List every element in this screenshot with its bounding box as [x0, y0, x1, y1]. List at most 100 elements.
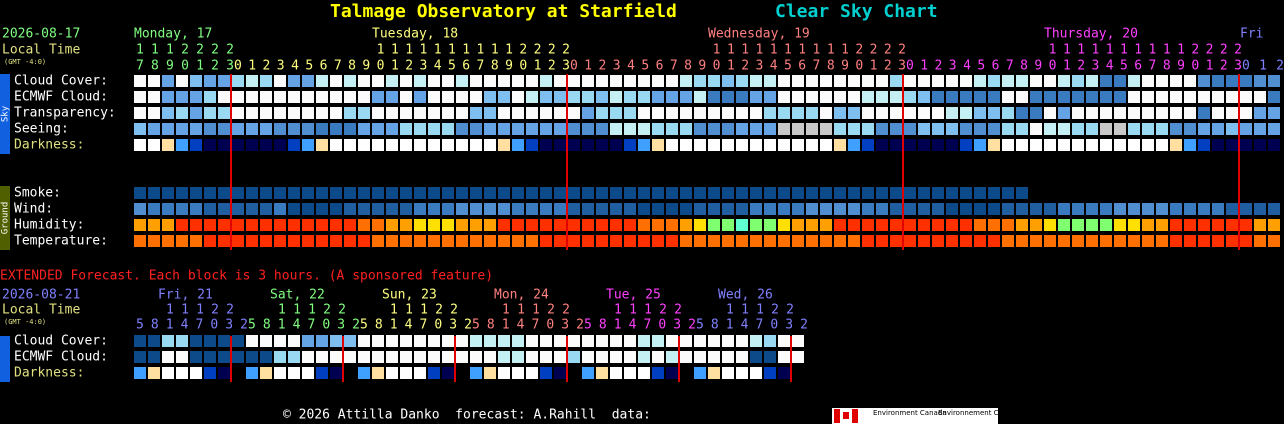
forecast-block — [876, 203, 888, 215]
forecast-block — [246, 235, 258, 247]
forecast-block — [316, 235, 328, 247]
forecast-block — [148, 335, 160, 347]
forecast-block — [246, 107, 258, 119]
hour-digits: 012345678901234567890123 — [234, 59, 570, 74]
forecast-block — [806, 75, 818, 87]
forecast-block — [820, 235, 832, 247]
forecast-block — [330, 187, 342, 199]
forecast-block — [512, 335, 524, 347]
forecast-block — [1128, 139, 1140, 151]
forecast-block — [1170, 139, 1182, 151]
forecast-block — [820, 91, 832, 103]
forecast-block — [456, 123, 468, 135]
forecast-block — [1212, 75, 1224, 87]
forecast-block — [568, 75, 580, 87]
forecast-block — [316, 335, 328, 347]
forecast-block — [372, 351, 384, 363]
day-label: Fri, 21 — [158, 288, 213, 303]
forecast-block — [750, 335, 762, 347]
forecast-block — [1268, 219, 1280, 231]
forecast-block — [1184, 203, 1196, 215]
forecast-block — [680, 235, 692, 247]
forecast-block — [442, 75, 454, 87]
forecast-block — [1016, 219, 1028, 231]
forecast-block — [386, 335, 398, 347]
forecast-block — [1142, 235, 1154, 247]
forecast-block — [190, 235, 202, 247]
forecast-block — [554, 203, 566, 215]
row-label: Temperature: — [14, 234, 108, 249]
forecast-block — [1198, 219, 1210, 231]
forecast-block — [484, 107, 496, 119]
forecast-block — [470, 219, 482, 231]
forecast-block — [148, 139, 160, 151]
forecast-block — [372, 335, 384, 347]
forecast-block — [386, 75, 398, 87]
forecast-block — [428, 235, 440, 247]
forecast-block — [526, 235, 538, 247]
forecast-block — [750, 75, 762, 87]
forecast-block — [890, 219, 902, 231]
forecast-block — [372, 91, 384, 103]
forecast-block — [1254, 139, 1266, 151]
forecast-block — [498, 91, 510, 103]
forecast-block — [862, 203, 874, 215]
forecast-block — [302, 187, 314, 199]
forecast-block — [694, 351, 706, 363]
forecast-block — [1100, 91, 1112, 103]
forecast-block — [134, 107, 146, 119]
forecast-block — [834, 75, 846, 87]
forecast-block — [1072, 75, 1084, 87]
forecast-block — [358, 91, 370, 103]
forecast-block — [568, 139, 580, 151]
forecast-block — [470, 139, 482, 151]
forecast-block — [568, 351, 580, 363]
forecast-block — [890, 91, 902, 103]
forecast-block — [1184, 139, 1196, 151]
forecast-block — [442, 123, 454, 135]
forecast-block — [1128, 235, 1140, 247]
forecast-block — [456, 235, 468, 247]
forecast-block — [1016, 123, 1028, 135]
forecast-block — [680, 75, 692, 87]
forecast-block — [540, 219, 552, 231]
forecast-block — [428, 75, 440, 87]
forecast-block — [1030, 75, 1042, 87]
forecast-block — [806, 123, 818, 135]
forecast-block — [568, 335, 580, 347]
forecast-block — [1170, 235, 1182, 247]
forecast-block — [512, 351, 524, 363]
forecast-block — [302, 107, 314, 119]
forecast-block — [708, 367, 720, 379]
forecast-block — [400, 203, 412, 215]
forecast-block — [1142, 107, 1154, 119]
forecast-block — [1072, 123, 1084, 135]
forecast-block — [414, 335, 426, 347]
forecast-block — [582, 107, 594, 119]
forecast-block — [722, 367, 734, 379]
forecast-block — [274, 219, 286, 231]
forecast-block — [1016, 75, 1028, 87]
forecast-block — [1212, 107, 1224, 119]
forecast-block — [204, 335, 216, 347]
forecast-block — [358, 203, 370, 215]
forecast-block — [470, 75, 482, 87]
forecast-block — [1114, 219, 1126, 231]
forecast-block — [232, 123, 244, 135]
forecast-block — [456, 351, 468, 363]
forecast-block — [176, 187, 188, 199]
forecast-block — [778, 107, 790, 119]
forecast-block — [372, 187, 384, 199]
forecast-block — [176, 123, 188, 135]
forecast-block — [694, 91, 706, 103]
forecast-block — [974, 75, 986, 87]
forecast-block — [274, 351, 286, 363]
forecast-block — [204, 187, 216, 199]
forecast-block — [1058, 91, 1070, 103]
forecast-block — [1240, 219, 1252, 231]
forecast-block — [246, 351, 258, 363]
forecast-block — [708, 219, 720, 231]
forecast-block — [288, 219, 300, 231]
forecast-block — [582, 187, 594, 199]
forecast-block — [792, 235, 804, 247]
